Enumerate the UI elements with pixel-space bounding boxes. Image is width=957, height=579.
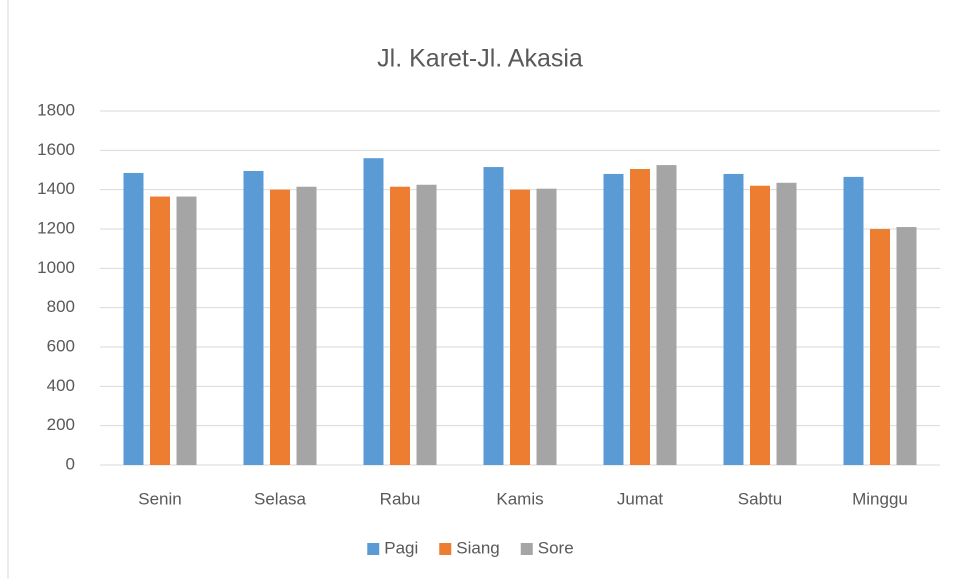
x-tick-label: Jumat <box>617 489 664 508</box>
bar <box>656 165 677 466</box>
y-tick-label: 200 <box>47 415 75 434</box>
legend-label: Pagi <box>384 538 418 557</box>
legend-swatch <box>439 543 452 555</box>
bar <box>483 167 504 466</box>
bar <box>510 189 530 465</box>
bar <box>776 182 797 466</box>
legend-swatch <box>367 543 380 555</box>
bar <box>150 196 170 466</box>
x-tick-label: Kamis <box>496 489 543 508</box>
bar <box>750 185 770 465</box>
x-tick-label: Minggu <box>852 489 908 508</box>
bar <box>896 227 917 465</box>
bar <box>416 184 437 465</box>
y-tick-label: 1000 <box>37 258 75 277</box>
y-tick-label: 400 <box>47 376 75 395</box>
bar <box>363 158 384 465</box>
bar <box>723 173 744 465</box>
y-tick-label: 1800 <box>37 100 75 119</box>
y-tick-label: 1200 <box>37 218 75 237</box>
x-tick-label: Sabtu <box>738 489 782 508</box>
bar <box>843 176 864 465</box>
y-tick-label: 800 <box>47 297 75 316</box>
bar <box>630 169 650 465</box>
legend-label: Siang <box>456 538 499 557</box>
y-tick-label: 1600 <box>37 140 75 159</box>
bar <box>123 172 144 465</box>
chart-title: Jl. Karet-Jl. Akasia <box>377 45 583 73</box>
y-tick-label: 1400 <box>37 179 75 198</box>
legend-swatch <box>520 543 533 555</box>
bar <box>296 186 317 465</box>
legend-label: Sore <box>538 538 574 557</box>
x-tick-label: Senin <box>138 489 181 508</box>
y-tick-label: 600 <box>47 336 75 355</box>
x-tick-label: Rabu <box>380 489 421 508</box>
bar <box>390 186 410 465</box>
bar <box>176 196 197 466</box>
y-tick-label: 0 <box>66 454 75 473</box>
bar <box>870 229 890 465</box>
bar <box>270 189 290 465</box>
x-tick-label: Selasa <box>254 489 307 508</box>
bar <box>603 173 624 465</box>
bar <box>536 188 557 465</box>
bar <box>243 170 264 465</box>
